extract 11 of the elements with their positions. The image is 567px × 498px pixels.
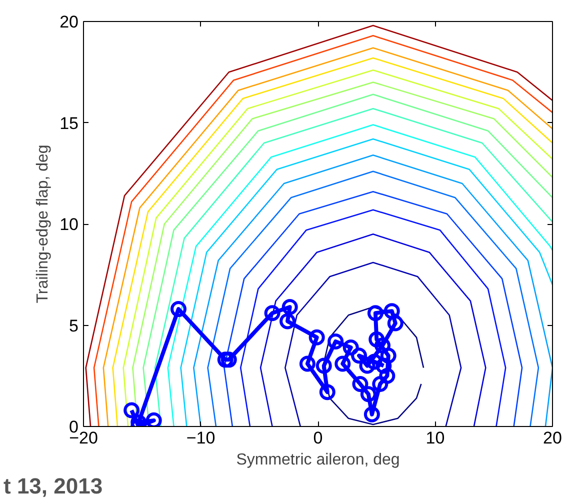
y-tick-label: 20 bbox=[60, 12, 79, 32]
x-tick-label: 10 bbox=[426, 428, 445, 448]
y-axis-title: Trailing-edge flap, deg bbox=[34, 144, 52, 304]
text: t 13, 2013 bbox=[4, 474, 103, 498]
y-tick-label: 15 bbox=[60, 114, 79, 133]
x-tick-label: 0 bbox=[313, 428, 323, 448]
x-tick-label: 20 bbox=[543, 428, 562, 448]
y-tick-label: 10 bbox=[60, 215, 79, 234]
x-tick-label: −10 bbox=[186, 428, 216, 448]
y-tick-label: 5 bbox=[69, 316, 79, 336]
x-axis-title: Symmetric aileron, deg bbox=[236, 452, 400, 468]
